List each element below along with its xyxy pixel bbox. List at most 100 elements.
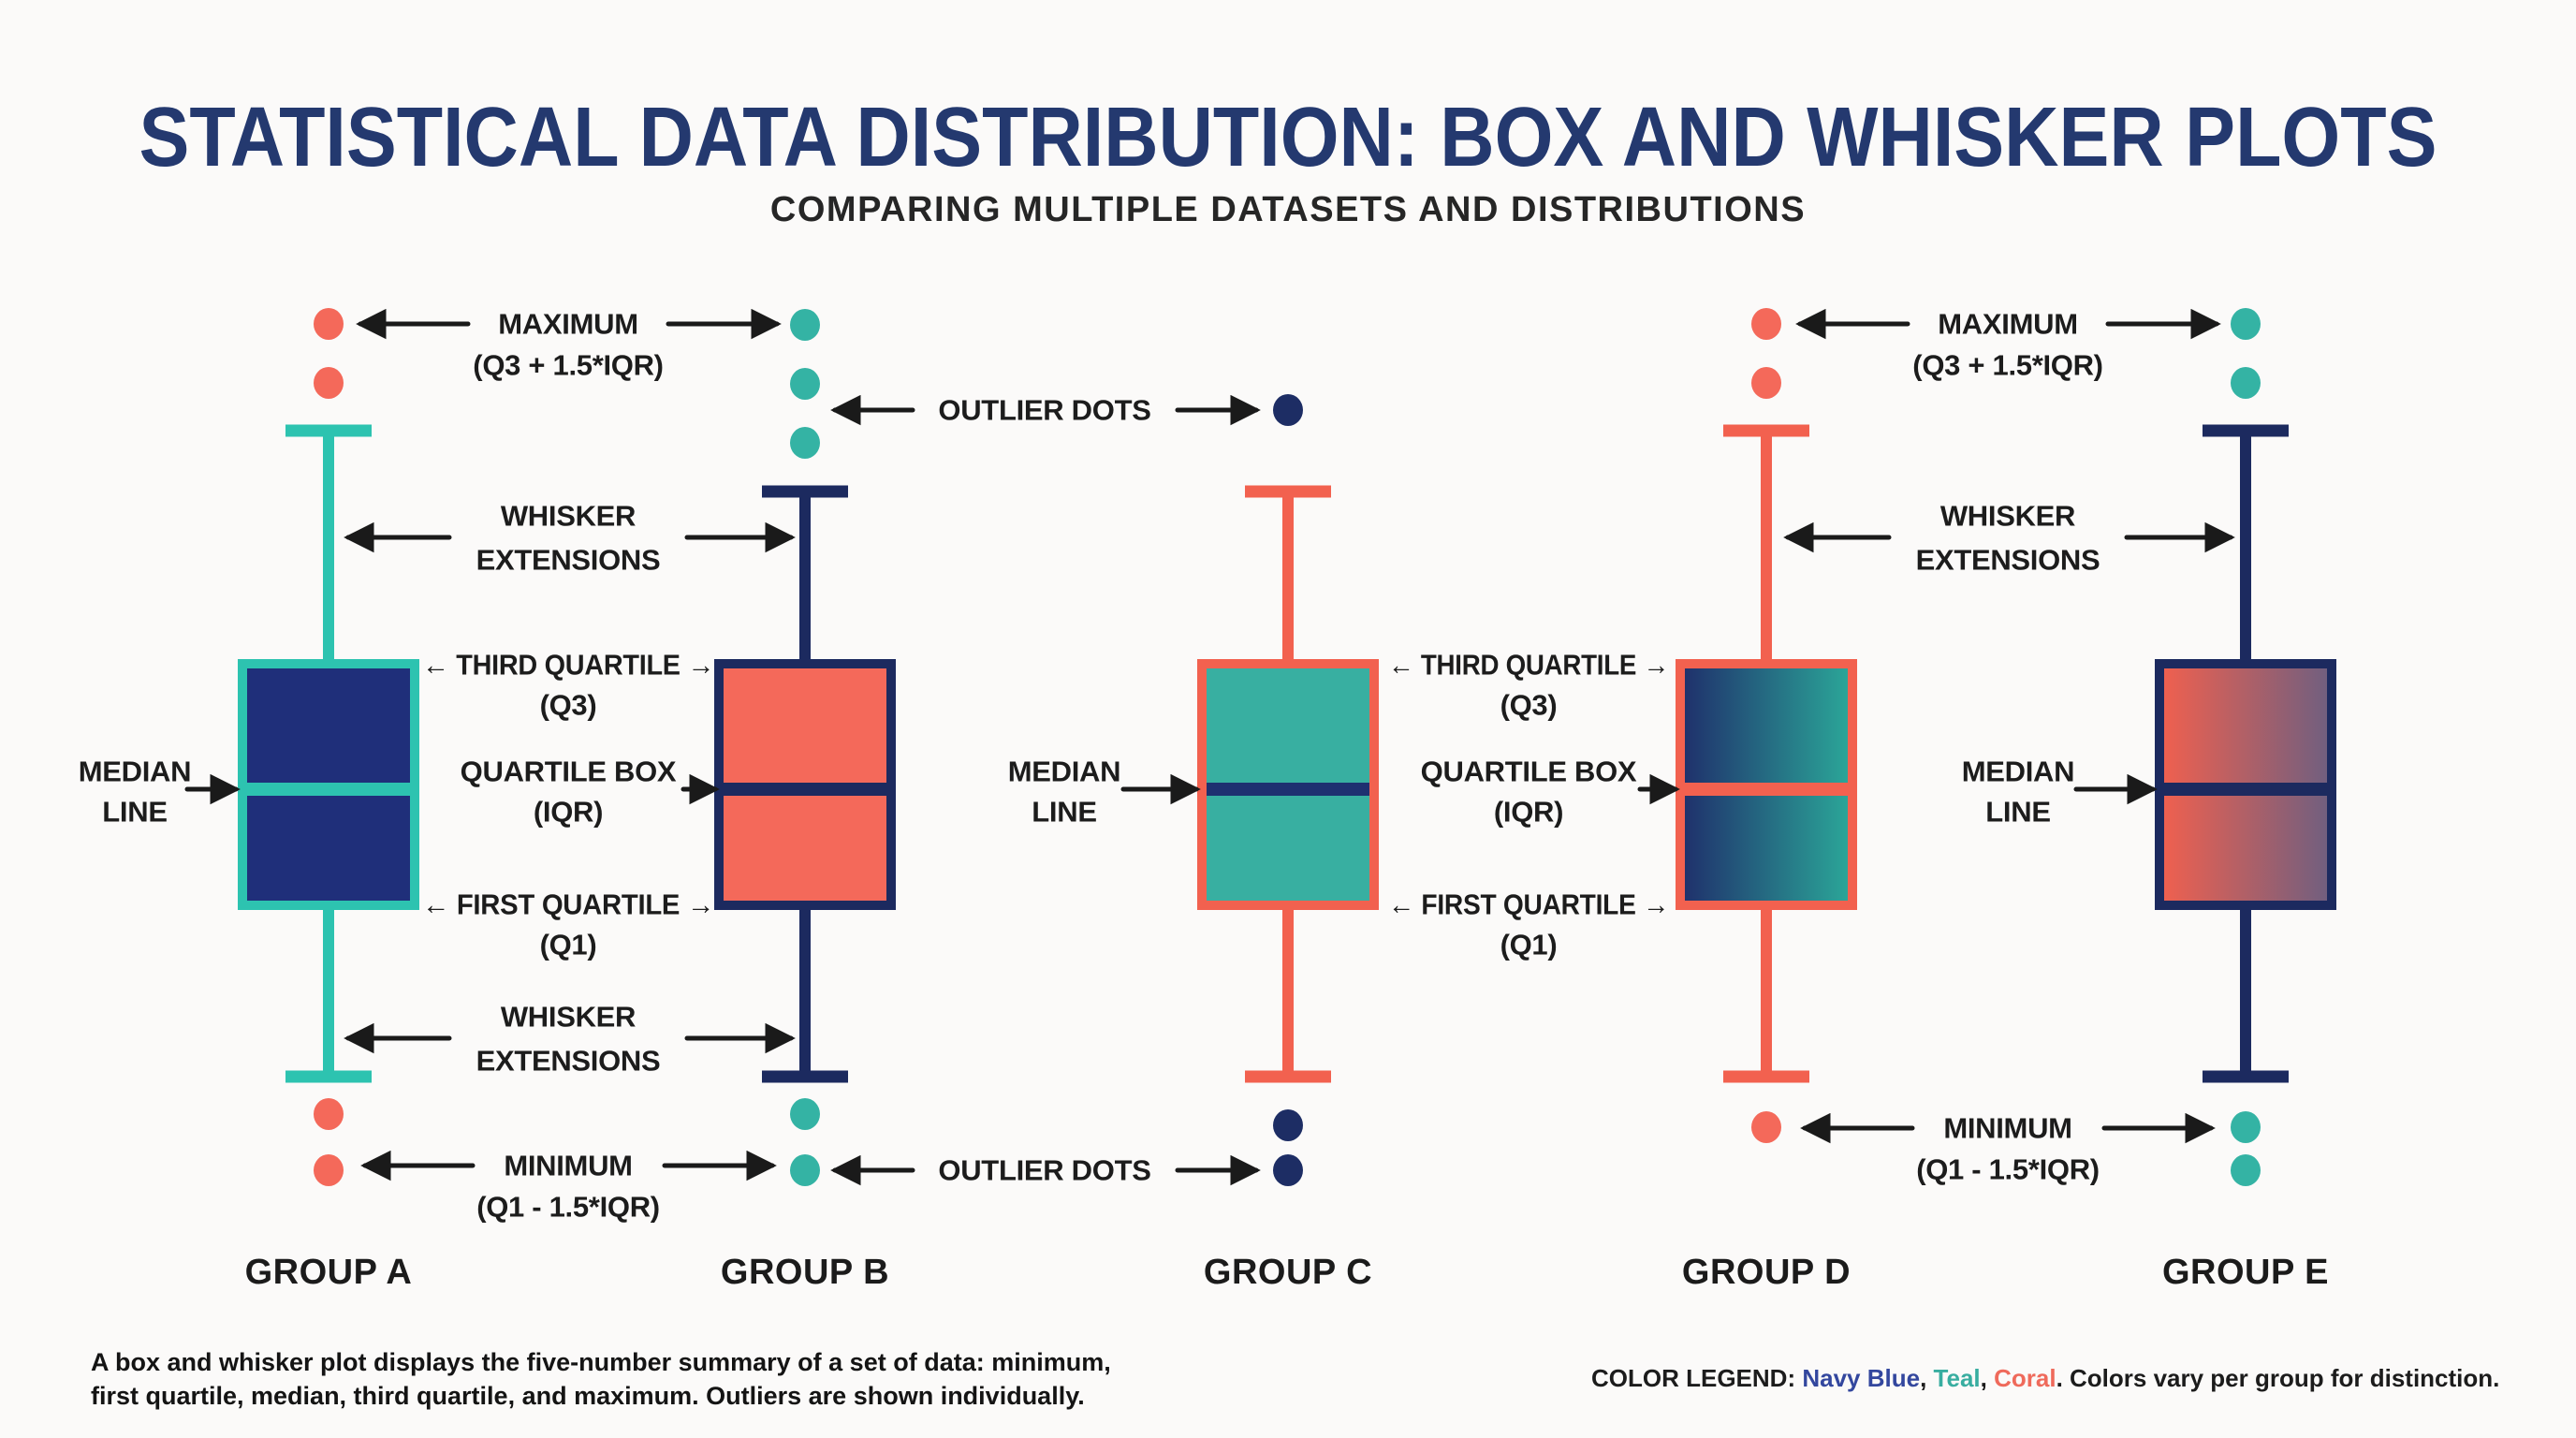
annotation-text: ← FIRST QUARTILE →: [1388, 888, 1669, 921]
footer-note-line2: first quartile, median, third quartile, …: [91, 1382, 1085, 1410]
annotation-text: (Q3 + 1.5*IQR): [473, 349, 663, 382]
annotation-text: LINE: [1985, 796, 2050, 829]
outlier-dot: [790, 427, 820, 459]
boxplot-group-a: GROUP A: [238, 308, 419, 1292]
minimum-right-label: MINIMUM (Q1 - 1.5*IQR): [1800, 1112, 2216, 1186]
whisker-extensions-left-bottom-label: WHISKER EXTENSIONS: [344, 1001, 796, 1078]
outlier-dot: [1273, 1154, 1303, 1186]
outlier-dot: [314, 1154, 344, 1186]
boxplot-group-e: GROUP E: [2155, 308, 2336, 1292]
page-subtitle: COMPARING MULTIPLE DATASETS AND DISTRIBU…: [770, 190, 1806, 229]
group-label-e: GROUP E: [2162, 1253, 2329, 1292]
annotation-text: EXTENSIONS: [476, 1045, 661, 1078]
annotation-text: (IQR): [1494, 796, 1563, 829]
legend-segment: ,: [1920, 1364, 1933, 1392]
outlier-dots-bottom-label: OUTLIER DOTS: [830, 1154, 1261, 1187]
median-line: [1207, 783, 1369, 796]
color-legend: COLOR LEGEND: Navy Blue, Teal, Coral. Co…: [1591, 1364, 2499, 1392]
outlier-dot: [314, 1098, 344, 1130]
annotation-text: LINE: [1032, 796, 1096, 829]
annotation-text: QUARTILE BOX: [1421, 756, 1637, 788]
annotation-text: OUTLIER DOTS: [938, 1154, 1150, 1187]
annotation-text: QUARTILE BOX: [461, 756, 677, 788]
annotation-text: MAXIMUM: [1938, 308, 2077, 341]
group-label-a: GROUP A: [245, 1253, 413, 1292]
page-title: STATISTICAL DATA DISTRIBUTION: BOX AND W…: [139, 91, 2437, 184]
first-quartile-mid-label: ← FIRST QUARTILE → (Q1): [1388, 888, 1669, 961]
legend-segment: . Colors vary per group for distinction.: [2056, 1364, 2500, 1392]
outlier-dot: [2231, 1154, 2261, 1186]
outlier-dot: [790, 309, 820, 341]
minimum-left-label: MINIMUM (Q1 - 1.5*IQR): [360, 1150, 777, 1224]
annotation-text: MINIMUM: [1943, 1112, 2071, 1145]
third-quartile-left-label: ← THIRD QUARTILE → (Q3): [422, 649, 714, 722]
group-label-d: GROUP D: [1682, 1253, 1851, 1292]
median-line: [724, 783, 886, 796]
legend-segment: Navy Blue: [1802, 1364, 1920, 1392]
legend-segment: COLOR LEGEND:: [1591, 1364, 1802, 1392]
maximum-left-label: MAXIMUM (Q3 + 1.5*IQR): [356, 308, 782, 382]
outlier-dot: [1273, 394, 1303, 426]
footer-note-line1: A box and whisker plot displays the five…: [91, 1348, 1111, 1376]
boxplot-group-d: GROUP D: [1676, 308, 1857, 1292]
annotation-text: MINIMUM: [504, 1150, 632, 1182]
outlier-dot: [790, 368, 820, 400]
outlier-dots-top-label: OUTLIER DOTS: [830, 394, 1261, 427]
annotation-text: (Q1 - 1.5*IQR): [476, 1191, 660, 1224]
outlier-dot: [314, 367, 344, 399]
annotation-text: MEDIAN: [1962, 756, 2074, 788]
whisker-extensions-right-top-label: WHISKER EXTENSIONS: [1783, 500, 2235, 577]
median-line-c-label: MEDIAN LINE: [1008, 756, 1201, 829]
median-line-e-label: MEDIAN LINE: [1962, 756, 2158, 829]
legend-segment: Coral: [1994, 1364, 2056, 1392]
quartile-box-mid-label: QUARTILE BOX (IQR): [1421, 756, 1680, 829]
annotation-text: WHISKER: [1940, 500, 2075, 533]
annotation-text: (Q3): [540, 689, 597, 722]
median-line: [1685, 783, 1848, 796]
annotation-text: WHISKER: [501, 1001, 636, 1034]
outlier-dot: [790, 1154, 820, 1186]
annotation-text: ← THIRD QUARTILE →: [422, 649, 714, 682]
boxplot-group-b: GROUP B: [714, 309, 896, 1292]
annotation-text: LINE: [102, 796, 167, 829]
median-line: [2164, 783, 2327, 796]
annotation-text: (Q3): [1500, 689, 1558, 722]
outlier-dot: [1273, 1109, 1303, 1141]
annotation-text: MEDIAN: [1008, 756, 1120, 788]
annotation-text: (IQR): [534, 796, 603, 829]
quartile-box-left-label: QUARTILE BOX (IQR): [461, 756, 720, 829]
outlier-dot: [1751, 308, 1781, 340]
boxplot-group-c: GROUP C: [1197, 394, 1379, 1292]
outlier-dot: [2231, 308, 2261, 340]
annotation-text: MEDIAN: [79, 756, 191, 788]
third-quartile-mid-label: ← THIRD QUARTILE → (Q3): [1388, 649, 1669, 722]
annotation-text: (Q1): [540, 929, 597, 961]
outlier-dot: [314, 308, 344, 340]
legend-segment: ,: [1981, 1364, 1994, 1392]
annotation-text: ← FIRST QUARTILE →: [422, 888, 714, 921]
annotation-text: EXTENSIONS: [476, 544, 661, 577]
annotation-text: ← THIRD QUARTILE →: [1388, 649, 1669, 682]
outlier-dot: [2231, 367, 2261, 399]
outlier-dot: [1751, 367, 1781, 399]
outlier-dot: [790, 1098, 820, 1130]
group-label-b: GROUP B: [721, 1253, 889, 1292]
whisker-extensions-left-top-label: WHISKER EXTENSIONS: [344, 500, 796, 577]
outlier-dot: [1751, 1111, 1781, 1143]
annotation-text: OUTLIER DOTS: [938, 394, 1150, 427]
annotation-text: EXTENSIONS: [1916, 544, 2100, 577]
median-line-a-label: MEDIAN LINE: [79, 756, 241, 829]
annotation-text: WHISKER: [501, 500, 636, 533]
annotation-text: (Q3 + 1.5*IQR): [1912, 349, 2102, 382]
annotation-text: (Q1 - 1.5*IQR): [1916, 1153, 2100, 1186]
first-quartile-left-label: ← FIRST QUARTILE → (Q1): [422, 888, 714, 961]
outlier-dot: [2231, 1111, 2261, 1143]
legend-segment: Teal: [1934, 1364, 1981, 1392]
maximum-right-label: MAXIMUM (Q3 + 1.5*IQR): [1795, 308, 2221, 382]
group-label-c: GROUP C: [1204, 1253, 1372, 1292]
median-line: [247, 783, 410, 796]
plot-layer: GROUP A GROUP B GROUP C GROUP D GROUP E MAXIM…: [79, 308, 2336, 1292]
annotation-text: MAXIMUM: [498, 308, 637, 341]
